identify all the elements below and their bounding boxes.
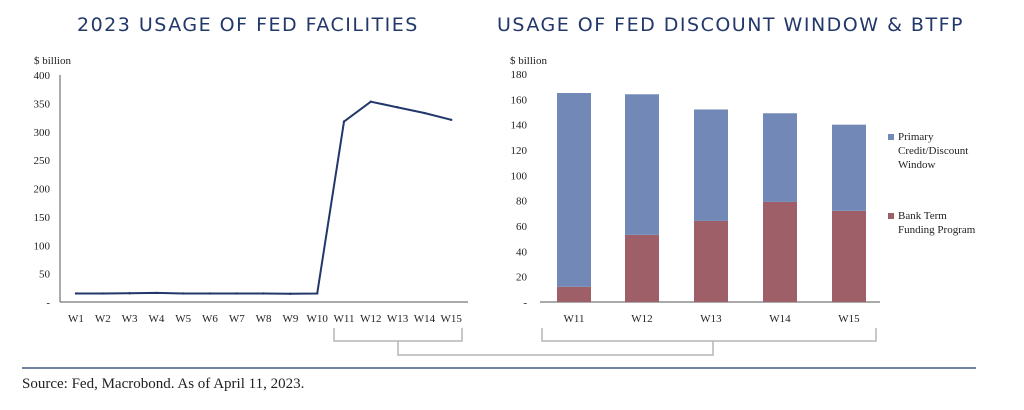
bar-primary-credit (694, 109, 728, 221)
right-x-tick-label: W13 (700, 313, 722, 325)
line-point (262, 292, 265, 295)
bar-btfp (625, 234, 659, 302)
source-note: Source: Fed, Macrobond. As of April 11, … (22, 376, 305, 392)
left-y-unit-label: $ billion (34, 55, 71, 67)
bar-btfp (832, 210, 866, 302)
left-x-tick-label: W15 (441, 313, 463, 325)
left-x-tick-label: W7 (229, 313, 245, 325)
right-y-tick-label: 180 (511, 69, 528, 81)
right-x-tick-label: W14 (769, 313, 791, 325)
line-chart: $ billion - 50 100 150 200 250 300 350 400 W1 W2 W… (34, 55, 468, 325)
legend-label-primary: Primary Credit/Discount Window (898, 131, 968, 171)
bar-btfp (557, 286, 591, 302)
left-chart-title: 2023 USAGE OF FED FACILITIES (77, 14, 419, 36)
line-point (235, 292, 238, 295)
bar-btfp (763, 201, 797, 302)
left-y-tick-label: 350 (34, 98, 51, 110)
right-y-tick-label: - (523, 297, 527, 309)
facility-usage-line (76, 100, 452, 295)
right-y-tick-label: 100 (511, 170, 528, 182)
right-y-tick-label: 20 (516, 272, 528, 284)
line-point (342, 120, 346, 123)
left-bracket (333, 328, 463, 342)
right-y-tick-label: 80 (516, 196, 528, 208)
left-y-tick-label: 100 (34, 240, 51, 252)
left-y-tick-label: 400 (34, 70, 51, 82)
legend-swatch-primary (888, 134, 894, 140)
line-point (396, 106, 399, 109)
left-y-tick-label: 50 (39, 269, 51, 281)
bar-primary-credit (557, 93, 591, 287)
right-x-tick-label: W12 (631, 313, 652, 325)
left-x-tick-label: W1 (68, 313, 84, 325)
line-point (128, 292, 131, 295)
right-y-tick-label: 160 (511, 94, 528, 106)
line-point (101, 292, 105, 295)
legend: Primary Credit/Discount Window Bank Term Fu… (888, 131, 976, 236)
left-x-tick-label: W4 (148, 313, 164, 325)
left-x-tick-label: W3 (122, 313, 138, 325)
right-y-tick-label: 120 (511, 145, 528, 157)
left-y-tick-label: 250 (34, 155, 51, 167)
right-y-unit-label: $ billion (510, 55, 547, 67)
link-bracket (397, 341, 714, 356)
legend-swatch-btfp (888, 213, 894, 219)
left-y-tick-label: 300 (34, 127, 51, 139)
line-point (208, 292, 212, 295)
left-x-tick-label: W11 (334, 313, 355, 325)
line-point (182, 292, 185, 295)
left-x-tick-label: W13 (387, 313, 409, 325)
stacked-bar-chart: $ billion - 20 40 60 80 100 120 140 160 180 W11 W1… (510, 55, 976, 325)
line-point (369, 100, 372, 103)
right-bracket (541, 328, 877, 342)
left-x-tick-label: W12 (360, 313, 381, 325)
bar-primary-credit (763, 113, 797, 202)
legend-label-btfp: Bank Term Funding Program (898, 210, 976, 236)
bar-primary-credit (625, 94, 659, 235)
line-point (74, 292, 78, 295)
left-x-tick-label: W2 (95, 313, 111, 325)
line-point (450, 118, 453, 122)
right-x-tick-label: W15 (838, 313, 860, 325)
left-y-tick-label: 150 (34, 212, 51, 224)
left-y-tick-label: - (46, 297, 50, 309)
right-chart-title: USAGE OF FED DISCOUNT WINDOW & BTFP (497, 14, 964, 36)
left-x-tick-label: W6 (202, 313, 218, 325)
bar-primary-credit (832, 124, 866, 211)
left-x-tick-label: W5 (175, 313, 191, 325)
line-point (316, 292, 319, 295)
bracket-connector (333, 328, 877, 356)
right-y-tick-label: 40 (516, 246, 528, 258)
right-x-tick-label: W11 (564, 313, 585, 325)
left-y-tick-label: 200 (34, 184, 51, 196)
right-y-tick-label: 140 (511, 120, 528, 132)
left-x-tick-label: W10 (307, 313, 329, 325)
left-x-tick-label: W14 (414, 313, 436, 325)
left-x-tick-label: W8 (256, 313, 272, 325)
left-x-tick-label: W9 (282, 313, 298, 325)
bar-btfp (694, 220, 728, 302)
line-point (289, 292, 292, 295)
line-point (423, 111, 426, 115)
right-y-tick-label: 60 (516, 221, 528, 233)
line-point (155, 291, 158, 295)
